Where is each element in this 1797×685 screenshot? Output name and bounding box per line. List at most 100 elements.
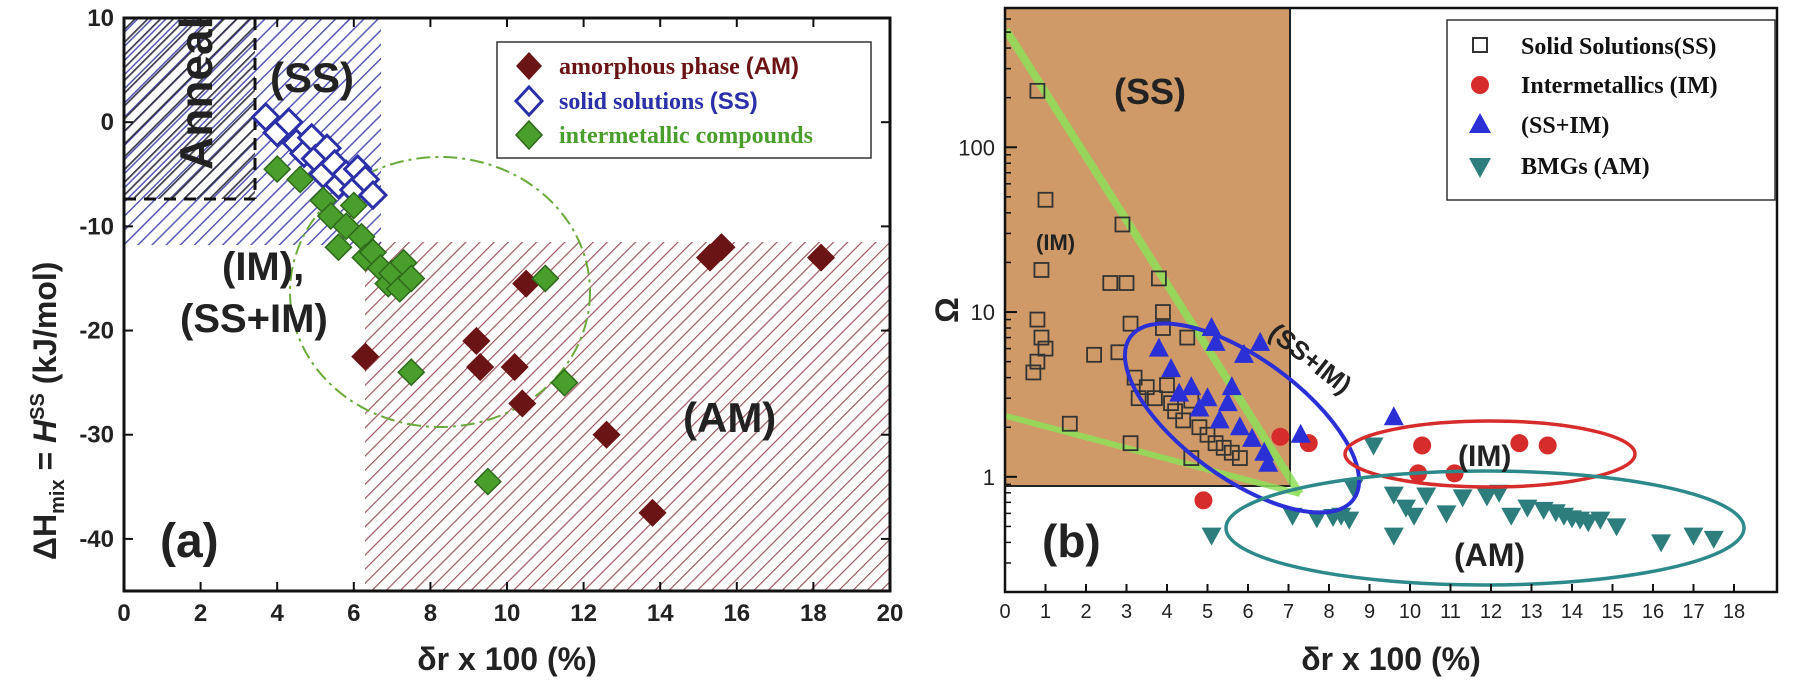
intermetallic-compounds-point [263, 155, 292, 184]
solid-solutions-ss-point [1086, 346, 1102, 363]
y-tick-label: -20 [79, 318, 114, 345]
panel-label-a: (a) [160, 515, 219, 568]
solid-solutions-ss-point [1207, 435, 1224, 452]
bmgs-am-point [1703, 530, 1724, 549]
green-boundary-steep [1005, 27, 1304, 497]
x-tick-label: 13 [1520, 601, 1542, 623]
y-ticks-a: 10 0 -10 -20 -30 -40 [79, 5, 890, 553]
bmgs-am-point [1404, 507, 1425, 526]
panel-label-b: (b) [1042, 515, 1101, 567]
legend-a: amorphous phase (AM) solid solutions (SS… [496, 41, 872, 159]
legend-b-label-am: BMGs (AM) [1521, 154, 1650, 180]
region-ellipses-b [1122, 321, 1746, 587]
x-tick-label: 7 [1283, 601, 1294, 623]
intermetallic-compounds-point [339, 191, 368, 220]
solid-solutions-ss-point [273, 107, 304, 138]
legend-a-box [496, 41, 872, 159]
x-tick-label: 16 [723, 600, 750, 627]
x-tick-label: 3 [1121, 601, 1132, 623]
x-tick-label: 5 [1202, 601, 1213, 623]
intermetallics-im-point [1194, 491, 1213, 510]
x-tick-label: 15 [1601, 601, 1623, 623]
x-tick-label: 14 [647, 600, 674, 627]
svg-text:ΔHmix = HSS (kJ/mol): ΔHmix = HSS (kJ/mol) [27, 262, 69, 560]
bmgs-am-point [1436, 505, 1457, 524]
solid-solutions-ss-point [1232, 450, 1248, 466]
x-tick-label: 1 [1040, 601, 1051, 623]
x-tick-label: 12 [570, 600, 597, 627]
legend-a-label-im: intermetallic compounds [559, 123, 813, 149]
solid-solutions-ss-point [1159, 377, 1175, 394]
amorphous-phase-am-point [462, 326, 491, 356]
intermetallics-im-point [1413, 436, 1432, 455]
ss-im-point [1189, 397, 1210, 417]
x-tick-label: 2 [194, 600, 207, 627]
bmgs-am-point [1339, 511, 1360, 530]
x-tick-label: 18 [1723, 601, 1745, 623]
bmgs-am-point [1452, 489, 1473, 508]
y-tick-label: 1 [983, 465, 995, 490]
y-tick-label: 100 [958, 135, 995, 160]
solid-solutions-ss-point [357, 179, 389, 211]
points-a [250, 101, 836, 527]
solid-solutions-ss-point [1037, 340, 1054, 357]
ss-im-point [1181, 376, 1202, 396]
ss-im-point [1383, 406, 1404, 426]
intermetallic-compounds-point [332, 212, 361, 241]
ss-im-point [1290, 423, 1311, 443]
ss-im-point [1161, 358, 1182, 378]
region-am-hatch [365, 242, 890, 591]
legend-a-marker-im [514, 119, 544, 151]
bmgs-am-point [1383, 527, 1404, 546]
solid-solutions-ss-point [1061, 415, 1078, 432]
intermetallic-compounds-point [397, 264, 426, 293]
region-label-ss-b: (SS) [1114, 71, 1186, 112]
bmgs-am-point [1517, 499, 1538, 518]
solid-solutions-ss-point [1025, 364, 1042, 381]
x-ticks-a: 0 2 4 6 8 10 12 14 16 18 20 [117, 18, 903, 627]
ssim-ellipse [1122, 321, 1362, 515]
legend-b-marker-am [1469, 158, 1491, 178]
x-tick-label: 18 [800, 600, 827, 627]
intermetallic-compounds-point [531, 264, 560, 293]
legend-a-label-am: amorphous phase (AM) [559, 53, 799, 80]
x-tick-label: 20 [877, 600, 904, 627]
legend-b-marker-ss [1472, 37, 1488, 53]
legend-b-box [1446, 19, 1776, 201]
x-axis-label-b: δr x 100 (%) [1301, 641, 1480, 677]
bmgs-am-point [1683, 527, 1704, 546]
im-ellipse [289, 156, 591, 428]
points-b [1025, 82, 1724, 553]
amorphous-phase-am-point [592, 420, 621, 449]
x-tick-label: 4 [271, 600, 285, 627]
solid-solutions-ss-point [1029, 82, 1046, 99]
x-tick-label: 6 [347, 600, 360, 627]
solid-solutions-ss-point [1114, 216, 1131, 233]
solid-solutions-ss-point [1179, 329, 1196, 346]
legend-a-label-ss: solid solutions (SS) [559, 88, 758, 115]
solid-solutions-ss-point [1138, 379, 1155, 396]
bmgs-am-point [1306, 510, 1327, 529]
bmgs-am-point [1489, 484, 1510, 503]
x-axis-label-a: δr x 100 (%) [417, 641, 596, 677]
ss-im-point [1169, 382, 1190, 402]
intermetallic-compounds-point [324, 233, 353, 262]
bmgs-am-point [1416, 487, 1437, 506]
bmgs-am-point [1201, 527, 1222, 546]
intermetallics-im-point [1445, 464, 1464, 483]
bmgs-am-point [1501, 507, 1522, 526]
x-tick-label: 4 [1161, 601, 1172, 623]
bmgs-am-point [1383, 486, 1404, 505]
solid-solutions-ss-point [1175, 412, 1192, 429]
solid-solutions-ss-point [1037, 191, 1054, 208]
intermetallic-compounds-point [286, 165, 315, 194]
amorphous-phase-am-point [508, 389, 537, 418]
x-tick-label: 9 [1364, 601, 1375, 623]
bmgs-am-point [1282, 507, 1303, 526]
ss-im-point [1148, 337, 1169, 357]
solid-solutions-ss-point [1122, 315, 1139, 332]
amorphous-phase-am-point [500, 352, 529, 382]
y-tick-label: -40 [79, 526, 114, 553]
x-tick-label: 12 [1480, 601, 1502, 623]
legend-b-label-im: Intermetallics (IM) [1521, 73, 1718, 99]
